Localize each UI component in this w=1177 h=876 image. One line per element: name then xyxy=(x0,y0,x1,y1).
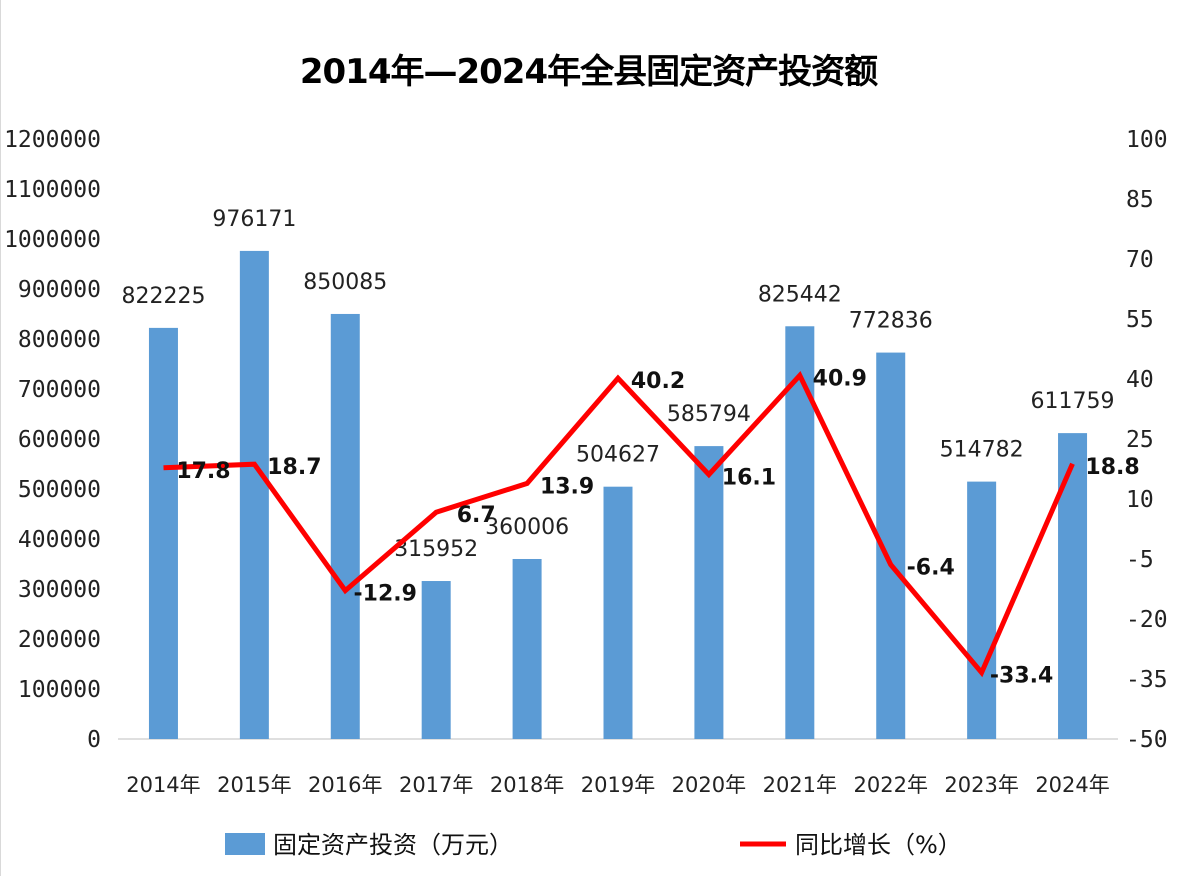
line-data-label: 16.1 xyxy=(722,466,776,491)
legend-line-label: 同比增长（%） xyxy=(795,831,962,859)
y-right-tick-label: 40 xyxy=(1126,367,1154,393)
bar-data-label: 850085 xyxy=(303,270,387,295)
y-right-tick-label: -35 xyxy=(1126,667,1168,693)
line-data-label: 18.8 xyxy=(1085,455,1139,480)
bar xyxy=(239,250,269,740)
bar-data-label: 611759 xyxy=(1031,389,1115,414)
bar xyxy=(694,446,724,739)
y-left-tick-label: 1100000 xyxy=(4,177,101,203)
x-tick-label: 2022年 xyxy=(854,773,928,797)
y-left-tick-label: 0 xyxy=(87,727,101,753)
line-data-label: 40.2 xyxy=(631,369,685,394)
y-left-tick-label: 500000 xyxy=(18,477,101,503)
y-left-tick-label: 700000 xyxy=(18,377,101,403)
bar xyxy=(967,481,997,739)
y-right-tick-label: 25 xyxy=(1126,427,1154,453)
x-tick-label: 2014年 xyxy=(126,773,200,797)
line-data-label: -12.9 xyxy=(354,582,417,607)
y-left-tick-label: 1000000 xyxy=(4,227,101,253)
y-left-tick-label: 1200000 xyxy=(4,127,101,153)
y-left-tick-label: 200000 xyxy=(18,627,101,653)
y-left-tick-label: 400000 xyxy=(18,527,101,553)
y-left-tick-label: 900000 xyxy=(18,277,101,303)
bar-data-label: 822225 xyxy=(121,284,205,309)
x-tick-label: 2024年 xyxy=(1035,773,1109,797)
y-left-tick-label: 600000 xyxy=(18,427,101,453)
y-right-tick-label: 70 xyxy=(1126,247,1154,273)
line-data-label: 17.8 xyxy=(176,459,230,484)
x-tick-label: 2017年 xyxy=(399,773,473,797)
x-tick-label: 2016年 xyxy=(308,773,382,797)
bar-data-label: 514782 xyxy=(940,438,1024,463)
x-tick-label: 2021年 xyxy=(763,773,837,797)
bar xyxy=(512,558,542,739)
line-data-label: 13.9 xyxy=(540,474,594,499)
series-line xyxy=(163,370,1075,678)
bar-data-label: 585794 xyxy=(667,402,751,427)
bar-data-label: 504627 xyxy=(576,443,660,468)
y-left-tick-label: 100000 xyxy=(18,677,101,703)
bar xyxy=(1058,433,1088,739)
bar-data-label: 315952 xyxy=(394,537,478,562)
legend-bar-swatch xyxy=(225,833,265,855)
line-data-label: 6.7 xyxy=(457,503,496,528)
legend-bar-label: 固定资产投资（万元） xyxy=(273,831,513,859)
y-right-tick-label: -50 xyxy=(1126,727,1168,753)
line-data-label: -33.4 xyxy=(990,664,1053,689)
y-right-tick-label: -5 xyxy=(1126,547,1154,573)
y-right-tick-label: 55 xyxy=(1126,307,1154,333)
bar xyxy=(148,327,178,739)
line-data-label: 40.9 xyxy=(813,366,867,391)
bar xyxy=(603,486,633,739)
y-left-tick-label: 300000 xyxy=(18,577,101,603)
bar-data-label: 360006 xyxy=(485,515,569,540)
y-right-tick-label: 100 xyxy=(1126,127,1168,153)
bar xyxy=(421,581,451,739)
y-right-tick-label: -20 xyxy=(1126,607,1168,633)
y-right-tick-label: 10 xyxy=(1126,487,1154,513)
x-tick-label: 2019年 xyxy=(581,773,655,797)
x-tick-label: 2018年 xyxy=(490,773,564,797)
bar xyxy=(330,313,360,739)
x-tick-label: 2015年 xyxy=(217,773,291,797)
x-tick-label: 2020年 xyxy=(672,773,746,797)
chart-title: 2014年—2024年全县固定资产投资额 xyxy=(299,52,878,92)
y-right-tick-label: 85 xyxy=(1126,187,1154,213)
bar-data-label: 772836 xyxy=(849,309,933,334)
bar-data-label: 825442 xyxy=(758,282,842,307)
line-data-label: -6.4 xyxy=(907,556,955,581)
line-data-label: 18.7 xyxy=(267,455,321,480)
x-tick-label: 2023年 xyxy=(944,773,1018,797)
bar-data-label: 976171 xyxy=(212,207,296,232)
y-left-tick-label: 800000 xyxy=(18,327,101,353)
